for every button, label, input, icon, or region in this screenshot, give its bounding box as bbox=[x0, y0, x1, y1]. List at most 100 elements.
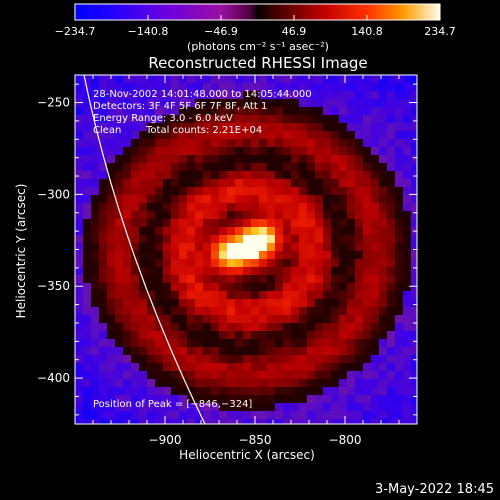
heatmap-cell bbox=[155, 91, 163, 99]
heatmap-cell bbox=[83, 283, 91, 291]
heatmap-cell bbox=[163, 331, 171, 339]
heatmap-cell bbox=[395, 387, 403, 395]
heatmap-cell bbox=[99, 299, 107, 307]
heatmap-cell bbox=[315, 403, 323, 411]
heatmap-cell bbox=[179, 195, 187, 203]
heatmap-cell bbox=[187, 291, 195, 299]
heatmap-cell bbox=[251, 155, 259, 163]
heatmap-cell bbox=[243, 355, 251, 363]
heatmap-cell bbox=[83, 75, 91, 83]
heatmap-cell bbox=[131, 315, 139, 323]
heatmap-cell bbox=[331, 387, 339, 395]
heatmap-cell bbox=[171, 219, 179, 227]
heatmap-cell bbox=[195, 379, 203, 387]
heatmap-cell bbox=[107, 251, 115, 259]
heatmap-cell bbox=[339, 211, 347, 219]
heatmap-cell bbox=[299, 147, 307, 155]
heatmap-cell bbox=[235, 419, 243, 424]
heatmap-cell bbox=[323, 267, 331, 275]
heatmap-cell bbox=[179, 403, 187, 411]
heatmap-cell bbox=[251, 355, 259, 363]
heatmap-cell bbox=[395, 107, 403, 115]
heatmap-cell bbox=[387, 227, 395, 235]
heatmap-cell bbox=[251, 379, 259, 387]
heatmap-cell bbox=[75, 307, 83, 315]
heatmap-cell bbox=[267, 251, 275, 259]
heatmap-cell bbox=[147, 179, 155, 187]
heatmap-cell bbox=[75, 195, 83, 203]
heatmap-cell bbox=[259, 403, 267, 411]
heatmap-cell bbox=[275, 395, 283, 403]
heatmap-cell bbox=[331, 411, 339, 419]
heatmap-cell bbox=[99, 195, 107, 203]
heatmap-cell bbox=[379, 331, 387, 339]
heatmap-cell bbox=[379, 411, 387, 419]
heatmap-cell bbox=[179, 139, 187, 147]
heatmap-cell bbox=[83, 179, 91, 187]
heatmap-cell bbox=[347, 195, 355, 203]
heatmap-cell bbox=[355, 179, 363, 187]
heatmap-cell bbox=[107, 187, 115, 195]
heatmap-cell bbox=[203, 267, 211, 275]
heatmap-cell bbox=[75, 387, 83, 395]
heatmap-cell bbox=[195, 91, 203, 99]
heatmap-cell bbox=[283, 267, 291, 275]
heatmap-cell bbox=[91, 291, 99, 299]
heatmap-cell bbox=[259, 235, 267, 243]
heatmap-cell bbox=[331, 99, 339, 107]
heatmap-cell bbox=[283, 419, 291, 424]
heatmap-cell bbox=[75, 123, 83, 131]
heatmap-cell bbox=[363, 419, 371, 424]
heatmap-cell bbox=[195, 203, 203, 211]
heatmap-cell bbox=[219, 419, 227, 424]
heatmap-cell bbox=[267, 267, 275, 275]
heatmap-cell bbox=[251, 339, 259, 347]
heatmap-cell bbox=[99, 387, 107, 395]
heatmap-cell bbox=[195, 179, 203, 187]
heatmap-cell bbox=[395, 243, 403, 251]
heatmap-cell bbox=[139, 99, 147, 107]
heatmap-cell bbox=[91, 395, 99, 403]
heatmap-cell bbox=[379, 323, 387, 331]
heatmap-cell bbox=[347, 99, 355, 107]
heatmap-cell bbox=[355, 307, 363, 315]
heatmap-cell bbox=[243, 395, 251, 403]
heatmap-cell bbox=[347, 291, 355, 299]
heatmap-cell bbox=[131, 91, 139, 99]
heatmap-cell bbox=[315, 99, 323, 107]
heatmap-cell bbox=[227, 203, 235, 211]
heatmap-cell bbox=[203, 299, 211, 307]
heatmap-cell bbox=[275, 219, 283, 227]
heatmap-cell bbox=[283, 403, 291, 411]
heatmap-cell bbox=[187, 83, 195, 91]
heatmap-cell bbox=[155, 99, 163, 107]
heatmap-cell bbox=[235, 211, 243, 219]
heatmap-cell bbox=[331, 259, 339, 267]
heatmap-cell bbox=[227, 227, 235, 235]
heatmap-cell bbox=[267, 219, 275, 227]
heatmap-cell bbox=[251, 227, 259, 235]
heatmap-cell bbox=[163, 147, 171, 155]
heatmap-cell bbox=[347, 315, 355, 323]
heatmap-cell bbox=[403, 139, 411, 147]
heatmap-cell bbox=[155, 403, 163, 411]
heatmap-cell bbox=[395, 99, 403, 107]
heatmap-cell bbox=[123, 403, 131, 411]
heatmap-cell bbox=[371, 211, 379, 219]
heatmap-cell bbox=[227, 171, 235, 179]
heatmap-cell bbox=[227, 219, 235, 227]
heatmap-cell bbox=[363, 275, 371, 283]
heatmap-cell bbox=[275, 283, 283, 291]
heatmap-cell bbox=[395, 371, 403, 379]
heatmap-cell bbox=[387, 395, 395, 403]
heatmap-cell bbox=[339, 347, 347, 355]
heatmap-cell bbox=[387, 355, 395, 363]
heatmap-cell bbox=[211, 179, 219, 187]
heatmap-cell bbox=[355, 371, 363, 379]
heatmap-cell bbox=[163, 259, 171, 267]
heatmap-cell bbox=[203, 227, 211, 235]
heatmap-cell bbox=[139, 203, 147, 211]
heatmap-cell bbox=[235, 171, 243, 179]
heatmap-cell bbox=[355, 315, 363, 323]
heatmap-cell bbox=[243, 299, 251, 307]
